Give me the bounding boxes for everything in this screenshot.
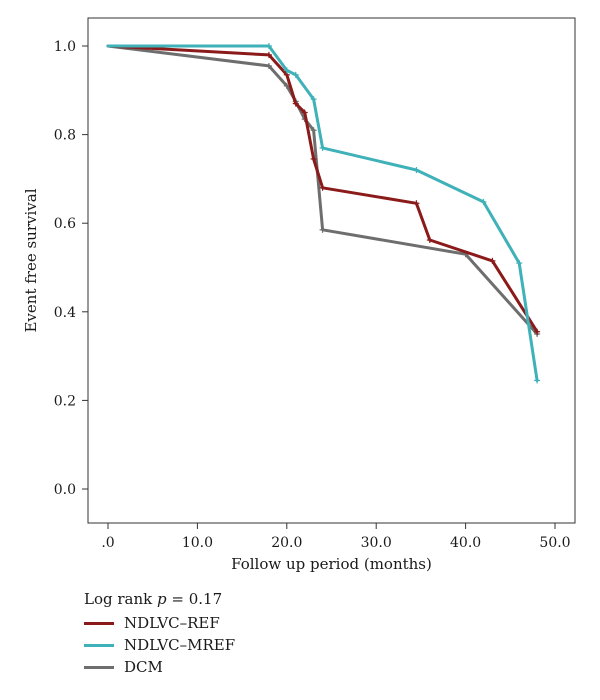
legend-swatch-ndlvc-ref <box>84 621 114 625</box>
censor-mark <box>319 184 326 191</box>
x-tick-label: 40.0 <box>450 535 481 551</box>
censor-mark <box>292 100 299 107</box>
legend: Log rank p = 0.17 NDLVC–REF NDLVC–MREF D… <box>84 590 235 678</box>
annotation-p: p <box>157 590 167 608</box>
censor-mark <box>534 328 541 335</box>
legend-item-ndlvc-mref: NDLVC–MREF <box>84 634 235 656</box>
y-tick-label: 0.0 <box>54 482 76 498</box>
plot-frame <box>87 17 576 524</box>
legend-item-dcm: DCM <box>84 656 235 678</box>
series-layer <box>106 43 541 384</box>
censor-mark <box>265 51 272 58</box>
plot-area <box>87 17 576 524</box>
censor-mark <box>534 377 541 384</box>
x-tick-label: .0 <box>101 535 114 551</box>
censor-mark <box>516 260 523 267</box>
legend-item-ndlvc-ref: NDLVC–REF <box>84 612 235 634</box>
x-axis: .0 10.0 20.0 30.0 40.0 50.0 <box>101 523 571 551</box>
censor-mark <box>292 71 299 78</box>
censor-mark <box>283 67 290 74</box>
censor-mark <box>301 109 308 116</box>
legend-label-ndlvc-mref: NDLVC–MREF <box>124 636 236 654</box>
survival-chart: .0 10.0 20.0 30.0 40.0 50.0 0.0 0.2 0.4 0.6 0.8 1.… <box>22 17 576 573</box>
x-tick-label: 10.0 <box>182 535 213 551</box>
x-axis-title: Follow up period (months) <box>231 555 432 573</box>
censor-mark <box>310 96 317 103</box>
censor-mark <box>310 155 317 162</box>
censor-mark <box>265 43 272 49</box>
series-line-ndlvc-mref <box>106 44 539 382</box>
censor-mark <box>319 144 326 151</box>
legend-label-dcm: DCM <box>124 658 163 676</box>
x-tick-label: 20.0 <box>271 535 302 551</box>
legend-label-ndlvc-ref: NDLVC–REF <box>124 614 220 632</box>
censor-mark <box>480 198 487 205</box>
censor-mark <box>310 127 317 134</box>
log-rank-annotation: Log rank p = 0.17 <box>84 590 235 608</box>
censor-mark <box>426 237 433 244</box>
legend-swatch-dcm <box>84 665 114 669</box>
censor-mark <box>413 200 420 207</box>
legend-swatch-ndlvc-mref <box>84 643 114 647</box>
x-tick-label: 30.0 <box>361 535 392 551</box>
y-tick-label: 1.0 <box>54 39 76 55</box>
y-tick-label: 0.8 <box>54 128 76 144</box>
censor-mark <box>319 226 326 233</box>
censor-mark <box>413 167 420 174</box>
annotation-prefix: Log rank <box>84 590 157 608</box>
y-tick-label: 0.2 <box>54 393 76 409</box>
y-tick-label: 0.4 <box>54 305 76 321</box>
y-tick-label: 0.6 <box>54 216 76 232</box>
annotation-suffix: = 0.17 <box>166 590 223 608</box>
y-axis-title: Event free survival <box>22 188 40 332</box>
x-tick-label: 50.0 <box>539 535 570 551</box>
censor-mark <box>489 257 496 264</box>
y-axis: 0.0 0.2 0.4 0.6 0.8 1.0 <box>54 39 88 498</box>
censor-mark <box>265 62 272 69</box>
